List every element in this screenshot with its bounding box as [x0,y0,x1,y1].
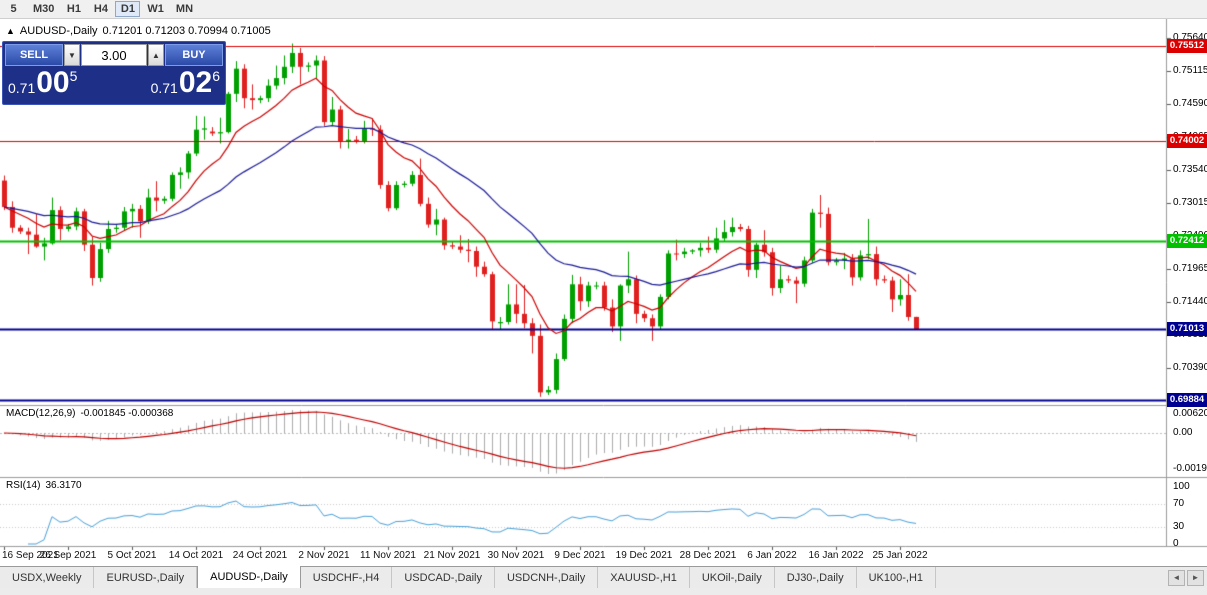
tab-scroll-left-button[interactable]: ◄ [1168,569,1185,586]
volume-increase-button[interactable]: ▲ [148,44,164,66]
chart-tab-usdcad[interactable]: USDCAD-,Daily [392,567,495,588]
chart-tab-xauusd[interactable]: XAUUSD-,H1 [598,567,690,588]
price-axis-tick-label: 0.73540 [1173,163,1207,175]
chart-title: ▲ AUDUSD-,Daily 0.71201 0.71203 0.70994 0.… [6,25,276,37]
date-axis-label: 11 Nov 2021 [360,550,416,561]
timeframe-button-w1[interactable]: W1 [147,3,164,15]
one-click-trading-panel: SELL ▼ 3.00 ▲ BUY 0.71 00 5 0.71 02 6 [2,41,226,105]
date-axis-label: 26 Sep 2021 [39,550,97,561]
macd-indicator-label: MACD(12,26,9) -0.001845 -0.000368 [6,408,178,419]
chart-tab-dj30[interactable]: DJ30-,Daily [775,567,857,588]
price-line-tag: 0.74002 [1167,133,1207,148]
chart-tab-eurusd[interactable]: EURUSD-,Daily [94,567,198,588]
status-strip [0,588,1207,595]
rsi-axis-label: 100 [1173,481,1190,492]
sell-button[interactable]: SELL [5,44,63,66]
chart-tab-ukoil[interactable]: UKOil-,Daily [690,567,775,588]
date-axis-label: 6 Jan 2022 [747,550,797,561]
price-chart-canvas[interactable] [0,19,1207,566]
date-axis-label: 28 Dec 2021 [679,550,737,561]
price-line-tag: 0.69884 [1167,392,1207,407]
chart-symbol-period: AUDUSD-,Daily [19,25,98,37]
volume-decrease-button[interactable]: ▼ [64,44,80,66]
price-line-tag: 0.71013 [1167,321,1207,336]
chart-tab-bar: USDX,Weekly EURUSD-,Daily AUDUSD-,Daily USD… [0,566,1207,588]
timeframe-button-mn[interactable]: MN [175,3,194,15]
macd-axis-label: -0.001917 [1173,463,1207,474]
timeframe-toolbar: 5 M30 H1 H4 D1 W1 MN [0,0,1207,19]
date-axis-label: 2 Nov 2021 [298,550,350,561]
chart-tab-audusd[interactable]: AUDUSD-,Daily [197,566,301,588]
rsi-indicator-label: RSI(14) 36.3170 [6,480,87,491]
buy-button[interactable]: BUY [165,44,223,66]
timeframe-button-d1[interactable]: D1 [115,1,141,17]
price-line-tag: 0.72412 [1167,233,1207,248]
price-axis-tick-label: 0.71965 [1173,262,1207,274]
price-axis-tick-label: 0.73015 [1173,196,1207,208]
volume-input[interactable]: 3.00 [81,44,147,66]
bid-price-prefix: 0.71 [8,80,36,96]
rsi-name: RSI(14) [6,480,41,491]
timeframe-button-h1[interactable]: H1 [66,3,81,15]
date-axis-label: 19 Dec 2021 [615,550,673,561]
date-axis-label: 25 Jan 2022 [872,550,928,561]
rsi-axis-label: 70 [1173,498,1185,510]
macd-name: MACD(12,26,9) [6,408,76,419]
buy-price-button[interactable]: 0.71 02 6 [151,67,220,99]
date-axis-label: 30 Nov 2021 [487,550,545,561]
rsi-value: 36.3170 [45,480,82,491]
timeframe-button-m5[interactable]: 5 [10,3,17,15]
date-axis-label: 5 Oct 2021 [107,550,157,561]
rsi-axis-label: 30 [1173,520,1185,532]
date-axis-label: 24 Oct 2021 [232,550,288,561]
macd-axis-label: 0.00 [1173,427,1193,438]
chart-area: ▲ AUDUSD-,Daily 0.71201 0.71203 0.70994 0.… [0,19,1207,566]
chart-ohlc-values: 0.71201 0.71203 0.70994 0.71005 [102,25,271,37]
ask-price-sup: 6 [212,68,220,84]
macd-values: -0.001845 -0.000368 [80,408,174,419]
date-axis-label: 21 Nov 2021 [423,550,481,561]
sell-price-button[interactable]: 0.71 00 5 [8,67,77,99]
collapse-trade-panel-icon[interactable]: ▲ [6,26,15,36]
price-axis-tick-label: 0.70390 [1173,361,1207,373]
date-axis-label: 16 Sep 2021 [2,550,59,561]
timeframe-button-h4[interactable]: H4 [93,3,108,15]
chart-tabs: USDX,Weekly EURUSD-,Daily AUDUSD-,Daily USD… [0,566,937,588]
bid-price-sup: 5 [69,68,78,84]
price-axis-tick-label: 0.74590 [1173,97,1207,109]
timeframe-button-m30[interactable]: M30 [33,3,55,15]
date-axis-label: 14 Oct 2021 [168,550,224,561]
chart-tab-usdcnh[interactable]: USDCNH-,Daily [495,567,599,588]
tab-scroll-controls: ◄ ► [1168,567,1207,588]
chart-tab-usdchf[interactable]: USDCHF-,H4 [301,567,393,588]
rsi-axis-label: 0 [1173,538,1179,549]
price-axis-tick-label: 0.75640 [1173,31,1207,43]
chart-tab-uk100[interactable]: UK100-,H1 [857,567,937,588]
price-line-tag: 0.75512 [1167,38,1207,53]
price-axis-tick-label: 0.75115 [1173,64,1207,76]
tab-scroll-right-button[interactable]: ► [1187,569,1204,586]
macd-axis-label: 0.006201 [1173,408,1207,419]
date-axis-label: 16 Jan 2022 [808,550,864,561]
ask-price-big: 02 [178,66,213,99]
ask-price-prefix: 0.71 [150,80,178,96]
bid-price-big: 00 [36,66,70,99]
chart-tab-usdx[interactable]: USDX,Weekly [0,567,95,588]
date-axis-label: 9 Dec 2021 [554,550,606,561]
price-axis-tick-label: 0.71440 [1173,295,1207,307]
